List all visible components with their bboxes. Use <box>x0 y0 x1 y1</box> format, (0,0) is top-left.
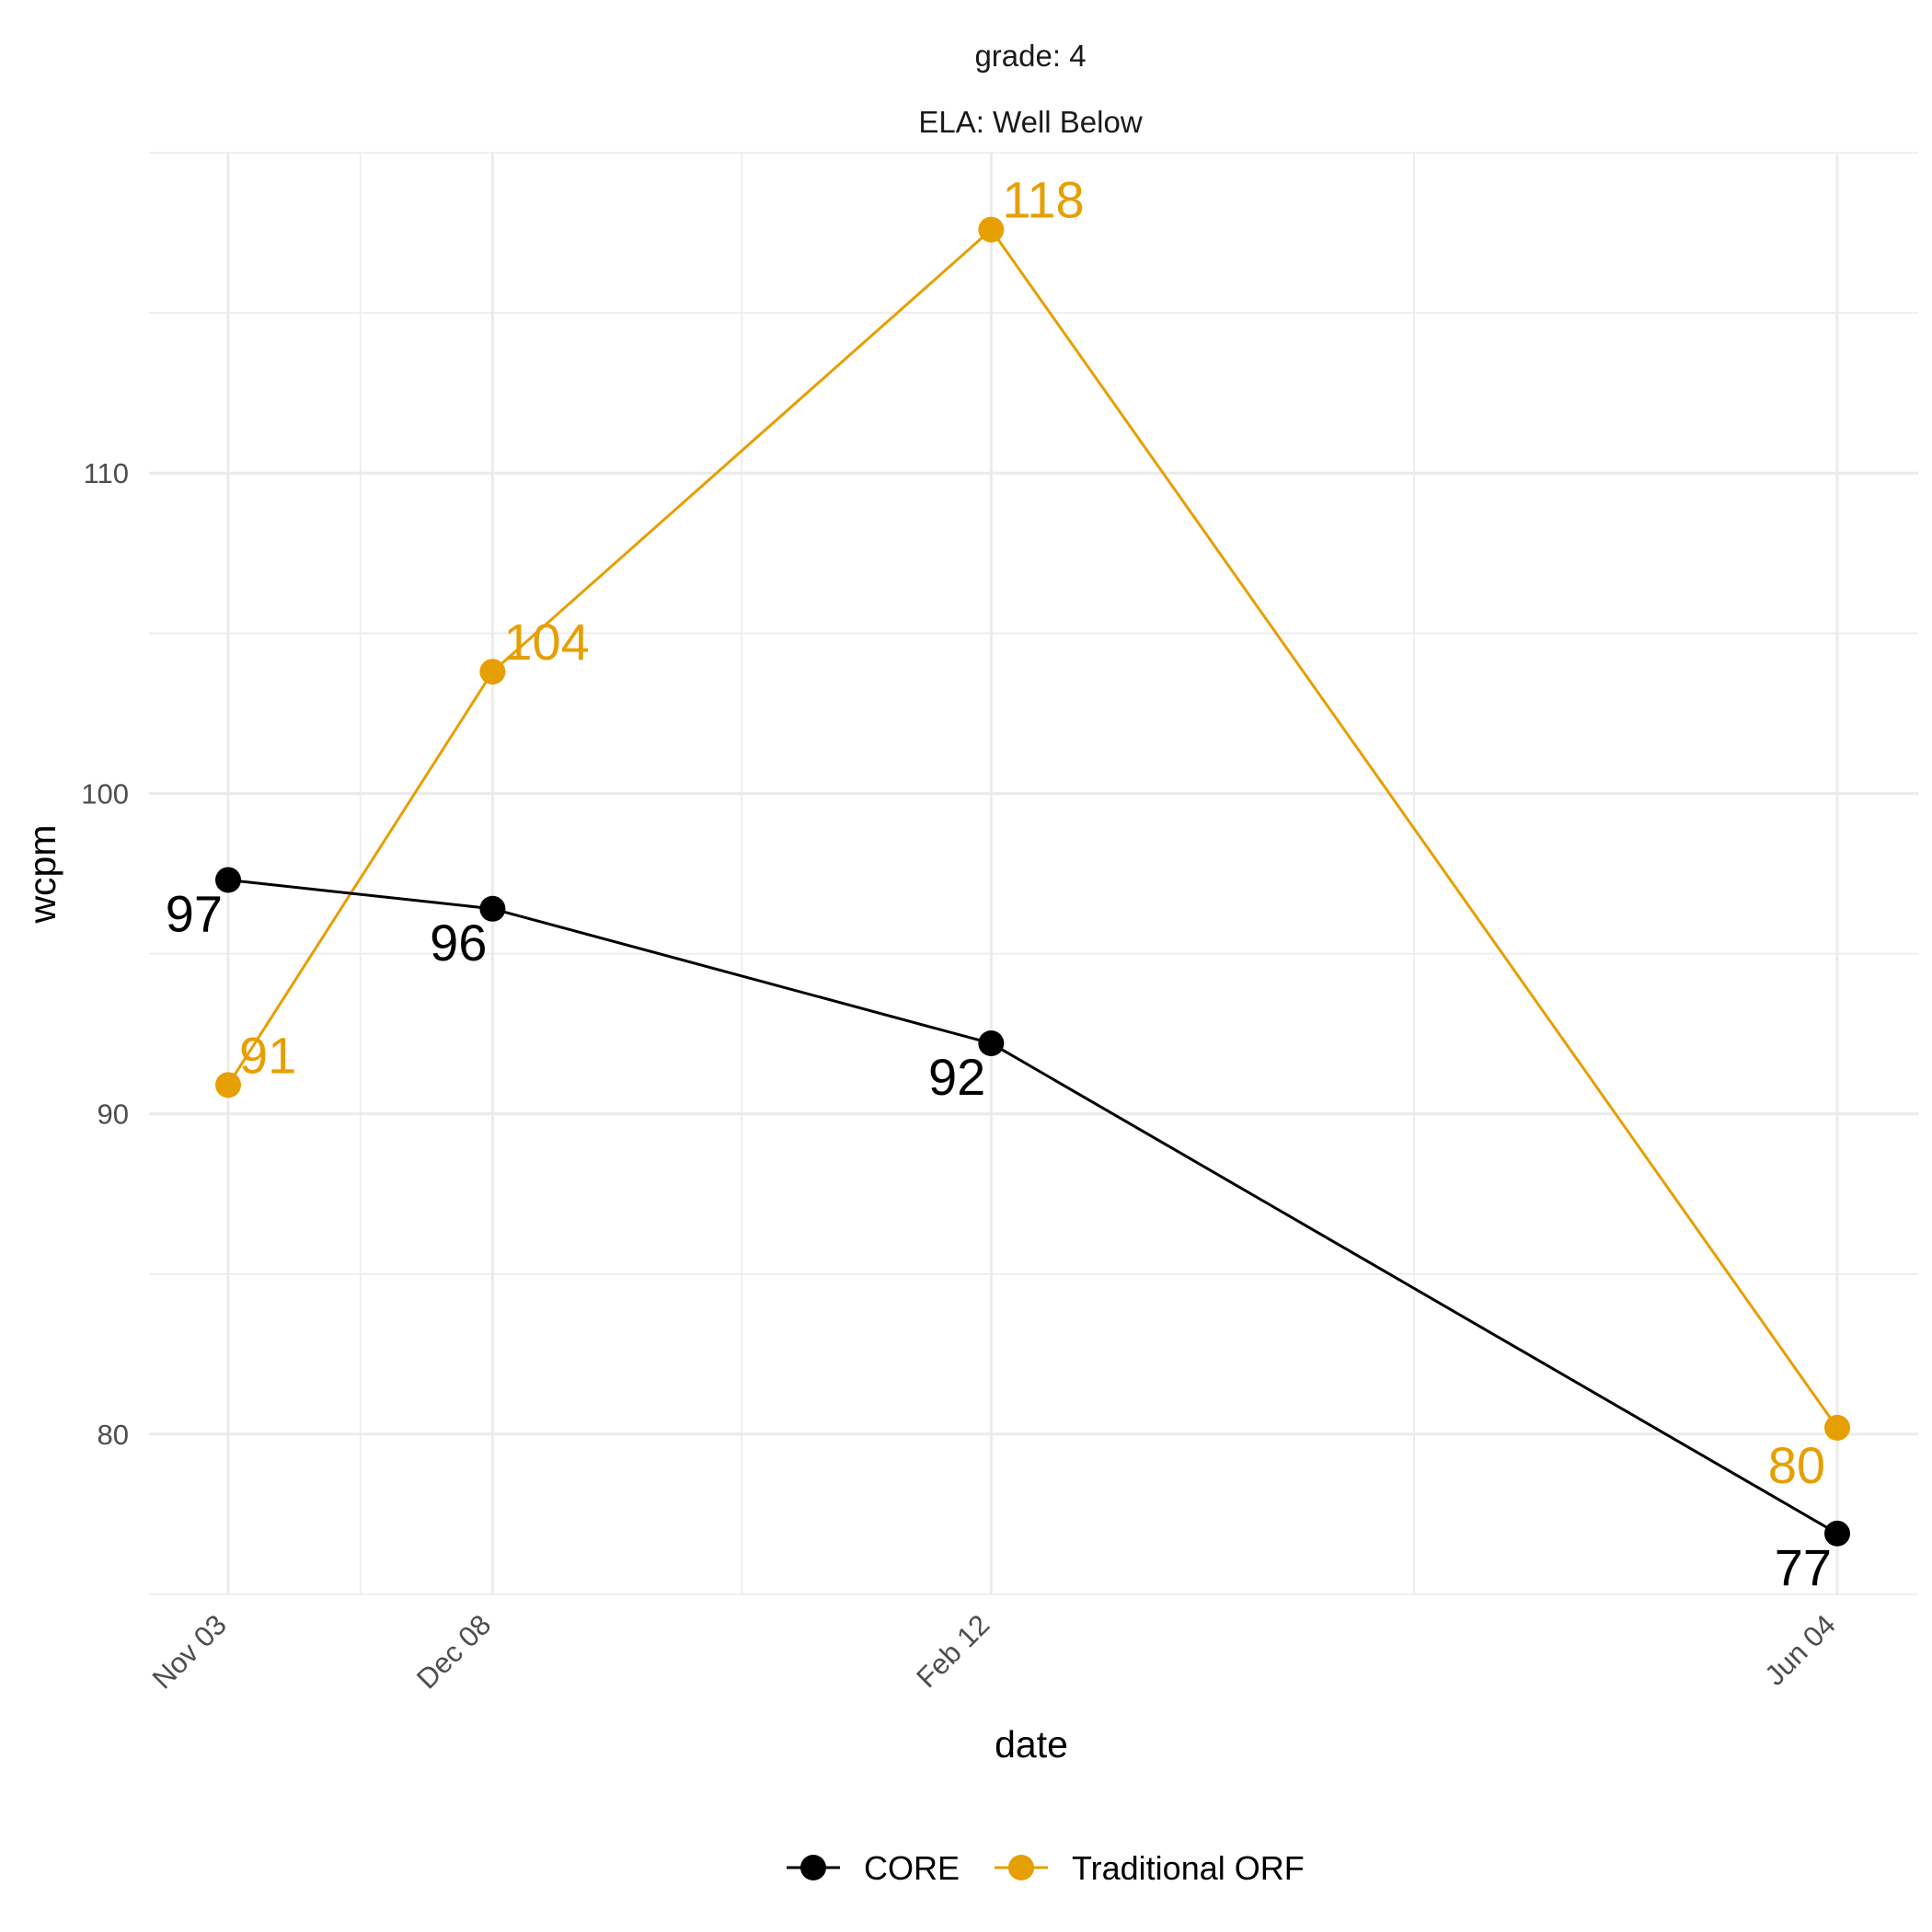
data-point <box>978 1030 1005 1057</box>
x-tick-label: Feb 12 <box>910 1608 995 1694</box>
y-tick-label: 90 <box>98 1098 129 1131</box>
strip-label-grade: grade: 4 <box>974 39 1086 73</box>
x-tick-label: Dec 08 <box>410 1608 497 1695</box>
data-point <box>978 216 1005 243</box>
legend-label: CORE <box>864 1849 960 1887</box>
y-tick-label: 110 <box>84 457 129 489</box>
data-point <box>215 867 241 893</box>
data-label: 91 <box>239 1026 296 1084</box>
data-label: 118 <box>1002 171 1084 229</box>
legend-key-point <box>800 1855 826 1880</box>
data-labels: 91 104 118 80 97 96 92 77 <box>166 171 1832 1596</box>
x-axis-title: date <box>995 1723 1068 1765</box>
legend-key-point <box>1008 1855 1034 1880</box>
y-axis-title: wcpm <box>21 824 63 924</box>
y-tick-label: 80 <box>98 1419 129 1451</box>
data-point <box>1824 1520 1850 1547</box>
data-label: 97 <box>166 884 223 942</box>
y-axis-ticks: 80 90 100 110 <box>81 457 129 1451</box>
data-point <box>1824 1414 1850 1441</box>
data-point <box>479 895 506 922</box>
series-line <box>227 878 1838 1535</box>
x-tick-label: Nov 03 <box>146 1608 233 1695</box>
x-tick-label: Jun 04 <box>1758 1608 1842 1692</box>
series-line <box>226 227 1839 1429</box>
series-lines <box>226 227 1839 1535</box>
data-point <box>215 1072 241 1098</box>
strip-label-ela: ELA: Well Below <box>918 105 1142 139</box>
legend: CORE Traditional ORF <box>787 1849 1305 1887</box>
data-point <box>479 659 506 685</box>
series-points <box>215 216 1850 1547</box>
data-label: 77 <box>1775 1538 1832 1596</box>
data-label: 96 <box>430 914 487 972</box>
data-label: 92 <box>928 1048 985 1106</box>
legend-label: Traditional ORF <box>1072 1849 1305 1887</box>
data-label: 80 <box>1768 1436 1825 1494</box>
y-tick-label: 100 <box>81 777 129 810</box>
data-label: 104 <box>503 613 589 671</box>
grid <box>149 152 1918 1595</box>
x-axis-ticks: Nov 03 Dec 08 Feb 12 Jun 04 <box>146 1608 1842 1695</box>
